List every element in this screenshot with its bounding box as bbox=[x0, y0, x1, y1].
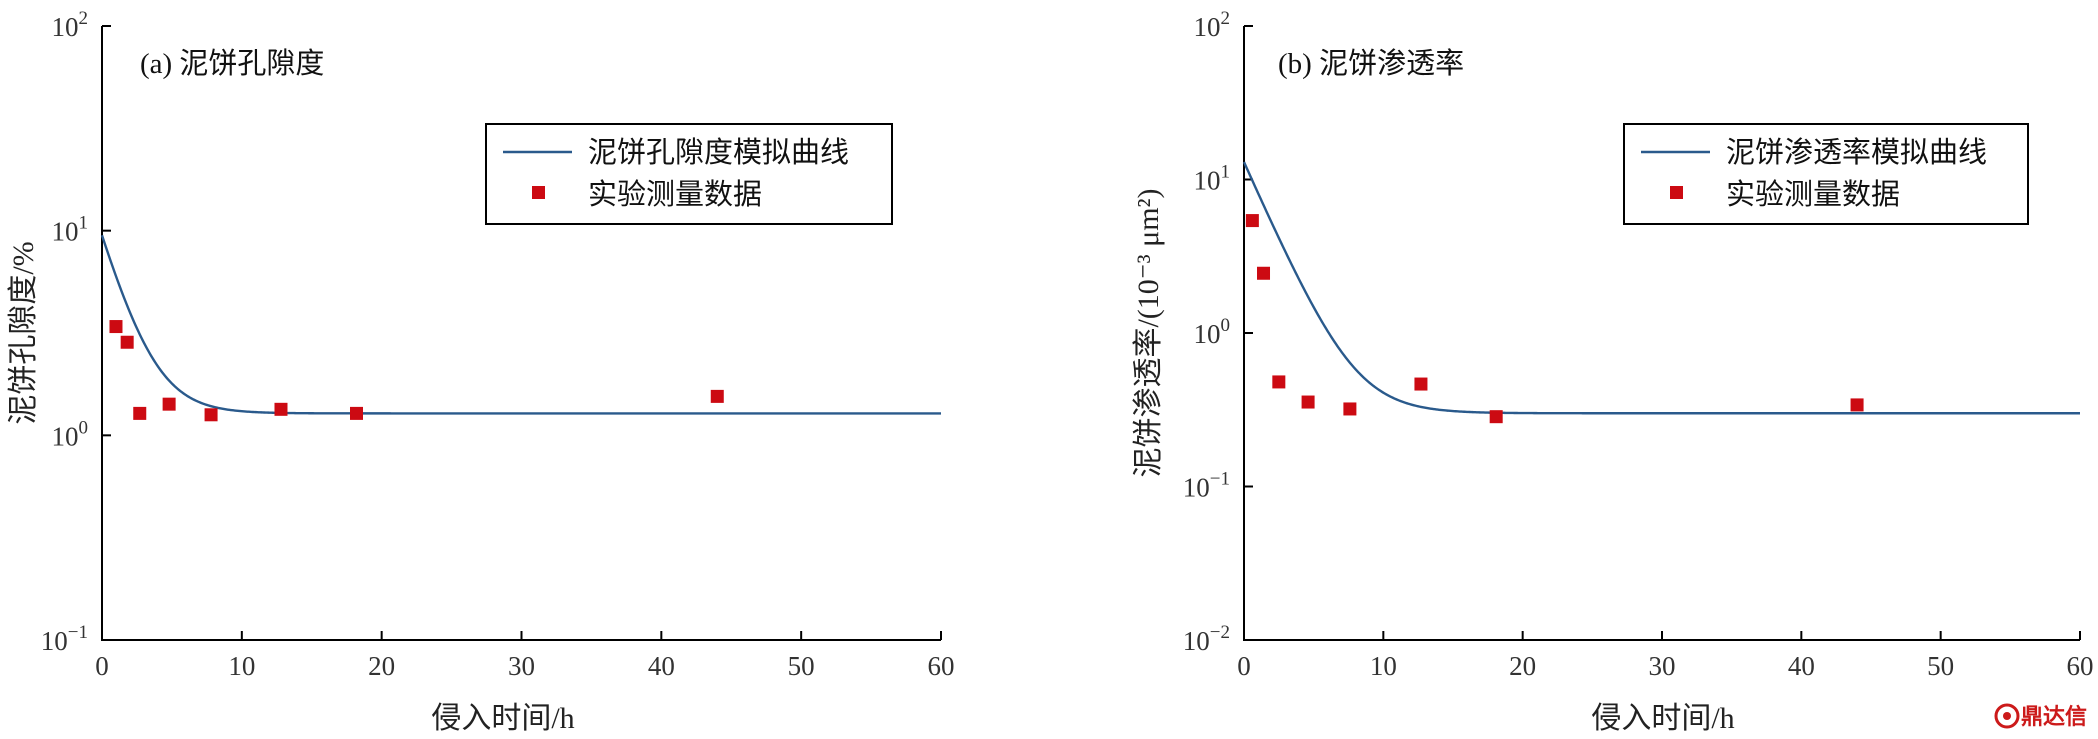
panel-a-simulation-curve bbox=[100, 234, 941, 415]
panel-b-x-axis-label: 侵入时间/h bbox=[1591, 702, 1734, 735]
panel-a-x-tick-label: 60 bbox=[928, 651, 955, 681]
panel-a-y-tick-label: 10−1 bbox=[41, 622, 88, 656]
panel-b-x-tick-label: 0 bbox=[1237, 651, 1251, 681]
panel-b-data-point bbox=[1245, 214, 1259, 228]
panel-b-data-point bbox=[1343, 402, 1357, 416]
panel-b-permeability-chart: (b) 泥饼渗透率 泥饼渗透率/(10⁻³ μm²) 侵入时间/h 0 10 20 3… bbox=[1132, 8, 2094, 735]
panel-b-x-tick-label: 20 bbox=[1509, 651, 1536, 681]
panel-b-simulation-curve bbox=[1242, 161, 2080, 415]
panel-a-legend-curve-label: 泥饼孔隙度模拟曲线 bbox=[588, 136, 849, 169]
panel-b-x-tick-label: 50 bbox=[1927, 651, 1954, 681]
panel-a-y-tick-exponent: −1 bbox=[68, 622, 88, 643]
watermark-logo: 鼎达信 bbox=[1994, 703, 2087, 730]
panel-a-legend-points-label: 实验测量数据 bbox=[588, 178, 762, 211]
panel-b-y-tick-label: 100 bbox=[1194, 315, 1231, 349]
panel-a-x-tick-label: 50 bbox=[788, 651, 815, 681]
panel-a-data-point bbox=[274, 402, 288, 416]
panel-a-x-tick-label: 10 bbox=[228, 651, 255, 681]
panel-b-y-tick-label: 101 bbox=[1194, 162, 1231, 196]
panel-a-data-point bbox=[109, 320, 123, 334]
panel-b-y-tick-label: 102 bbox=[1194, 8, 1231, 42]
panel-b-data-point bbox=[1850, 398, 1864, 412]
watermark-seal-icon bbox=[1994, 703, 2020, 729]
panel-b-x-tick-label: 60 bbox=[2067, 651, 2094, 681]
panel-a-y-axis-label: 泥饼孔隙度/% bbox=[7, 241, 40, 424]
panel-a-x-tick-label: 40 bbox=[648, 651, 675, 681]
panel-b-y-tick-exponent: 2 bbox=[1221, 8, 1231, 29]
panel-a-x-tick-label: 30 bbox=[508, 651, 535, 681]
panel-a-x-tick-label: 0 bbox=[95, 651, 109, 681]
panel-a-y-tick-label: 101 bbox=[52, 213, 89, 247]
panel-b-y-tick-exponent: 1 bbox=[1221, 162, 1231, 183]
panel-a-data-point bbox=[350, 406, 363, 420]
panel-b-data-point bbox=[1272, 375, 1286, 389]
panel-a-y-tick-exponent: 2 bbox=[79, 8, 89, 29]
panel-a-data-point bbox=[710, 389, 724, 403]
panel-b-axes bbox=[1243, 26, 2080, 641]
panel-a-legend: 泥饼孔隙度模拟曲线 实验测量数据 bbox=[485, 123, 893, 225]
panel-b-y-axis-label: 泥饼渗透率/(10⁻³ μm²) bbox=[1132, 188, 1165, 477]
panel-a-y-tick-label: 102 bbox=[52, 8, 89, 42]
panel-a-y-tick-exponent: 1 bbox=[79, 213, 89, 234]
panel-b-data-point bbox=[1257, 266, 1271, 280]
panel-b-y-tick-exponent: −2 bbox=[1210, 622, 1230, 643]
panel-a-title: (a) 泥饼孔隙度 bbox=[140, 47, 324, 80]
panel-a-legend-marker-swatch bbox=[532, 186, 545, 199]
panel-a-data-point bbox=[133, 406, 147, 420]
panel-a-porosity-chart: (a) 泥饼孔隙度 泥饼孔隙度/% 侵入时间/h 0 10 20 30 40 50 6010… bbox=[7, 8, 955, 735]
panel-a-legend-box bbox=[485, 123, 893, 225]
panel-b-x-tick-label: 40 bbox=[1788, 651, 1815, 681]
panel-b-data-point bbox=[1301, 395, 1315, 409]
panel-b-data-point bbox=[1414, 377, 1428, 391]
panel-b-legend: 泥饼渗透率模拟曲线 实验测量数据 bbox=[1623, 123, 2029, 225]
panel-b-legend-box bbox=[1623, 123, 2029, 225]
panel-a-data-point bbox=[120, 335, 134, 349]
panel-b-x-tick-label: 10 bbox=[1370, 651, 1397, 681]
panel-b-data-point bbox=[1489, 410, 1503, 424]
panel-b-y-tick-label: 10−2 bbox=[1183, 622, 1230, 656]
panel-a-data-point bbox=[204, 408, 218, 422]
panel-a-x-tick-label: 20 bbox=[368, 651, 395, 681]
panel-a-data-point bbox=[162, 397, 176, 411]
panel-b-legend-curve-label: 泥饼渗透率模拟曲线 bbox=[1726, 136, 1987, 169]
panel-b-legend-points-label: 实验测量数据 bbox=[1726, 178, 1900, 211]
panel-a-axes bbox=[101, 26, 941, 641]
panel-b-legend-marker-swatch bbox=[1670, 186, 1683, 199]
panel-b-x-tick-label: 30 bbox=[1649, 651, 1676, 681]
panel-a-y-tick-label: 100 bbox=[52, 417, 89, 451]
panel-a-y-tick-exponent: 0 bbox=[79, 417, 89, 438]
panel-a-x-axis-label: 侵入时间/h bbox=[431, 702, 574, 735]
panel-b-title: (b) 泥饼渗透率 bbox=[1278, 47, 1464, 80]
panel-b-y-tick-exponent: 0 bbox=[1221, 315, 1231, 336]
panel-b-y-tick-label: 10−1 bbox=[1183, 469, 1230, 503]
watermark-text: 鼎达信 bbox=[2021, 704, 2087, 730]
panel-b-y-tick-exponent: −1 bbox=[1210, 469, 1230, 490]
